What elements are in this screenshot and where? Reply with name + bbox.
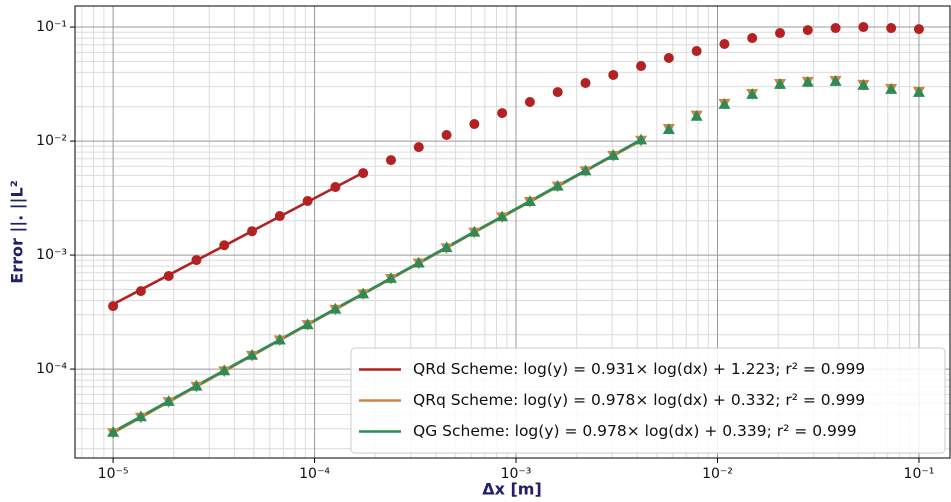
point: [135, 286, 146, 297]
point: [134, 410, 147, 422]
point: [718, 98, 731, 109]
legend-label: QRq Scheme: log(y) = 0.978× log(dx) + 0.…: [413, 391, 865, 409]
point: [747, 33, 758, 44]
point: [274, 211, 285, 222]
point: [746, 88, 759, 99]
point: [441, 130, 452, 141]
x-tick-label: 10⁻¹: [904, 466, 935, 482]
y-tick-label: 10⁻²: [36, 133, 67, 149]
point: [857, 79, 870, 90]
point: [412, 256, 425, 268]
point: [440, 241, 453, 253]
point: [608, 69, 619, 80]
point: [635, 133, 648, 145]
point: [579, 164, 592, 176]
point: [690, 109, 703, 121]
point: [886, 23, 897, 34]
point: [523, 195, 536, 206]
point: [107, 425, 120, 437]
point: [247, 226, 258, 237]
point: [913, 24, 924, 35]
point: [162, 395, 175, 406]
point: [357, 287, 370, 299]
marks: [107, 22, 925, 440]
point: [885, 83, 898, 94]
point: [191, 255, 202, 266]
point: [302, 196, 313, 207]
point: [469, 119, 480, 130]
legend-label: QRd Scheme: log(y) = 0.931× log(dx) + 1.…: [413, 360, 865, 378]
point: [636, 61, 647, 72]
point: [912, 86, 925, 97]
point: [218, 364, 231, 376]
point: [219, 240, 230, 251]
point: [524, 97, 535, 108]
plot-frame: [74, 5, 951, 459]
legend-box: [350, 347, 946, 454]
y-tick-label: 10⁻³: [36, 247, 67, 263]
point: [719, 39, 730, 50]
point: [801, 75, 814, 87]
x-tick-label: 10⁻²: [702, 466, 733, 482]
point: [663, 53, 674, 64]
y-tick-label: 10⁻¹: [36, 19, 67, 35]
point: [607, 149, 620, 160]
x-tick-label: 10⁻⁴: [299, 466, 330, 482]
point: [802, 25, 813, 36]
point: [662, 123, 675, 135]
point: [468, 225, 481, 237]
x-tick-label: 10⁻³: [501, 466, 532, 482]
x-tick-label: 10⁻⁵: [98, 466, 129, 482]
point: [830, 23, 841, 34]
point: [829, 75, 842, 86]
point: [246, 348, 259, 360]
point: [691, 46, 702, 57]
point: [858, 22, 869, 33]
y-tick-label: 10⁻⁴: [36, 361, 67, 377]
point: [273, 333, 286, 345]
point: [358, 168, 369, 179]
point: [330, 182, 341, 193]
point: [551, 179, 564, 191]
point: [775, 28, 786, 39]
point: [301, 318, 314, 330]
point: [329, 302, 342, 314]
fit-line: [112, 171, 364, 306]
point: [552, 87, 563, 98]
point: [496, 210, 509, 222]
y-axis-label: Error ||. ||L²: [8, 180, 28, 283]
point: [163, 271, 174, 282]
point: [413, 142, 424, 153]
point: [384, 272, 397, 283]
point: [190, 379, 203, 391]
point: [108, 301, 119, 312]
point: [497, 108, 508, 119]
point: [385, 155, 396, 166]
point: [580, 78, 591, 89]
x-axis-label: Δx [m]: [482, 480, 542, 499]
point: [774, 78, 787, 89]
legend: QRd Scheme: log(y) = 0.931× log(dx) + 1.…: [350, 347, 946, 454]
legend-label: QG Scheme: log(y) = 0.978× log(dx) + 0.3…: [413, 422, 857, 440]
